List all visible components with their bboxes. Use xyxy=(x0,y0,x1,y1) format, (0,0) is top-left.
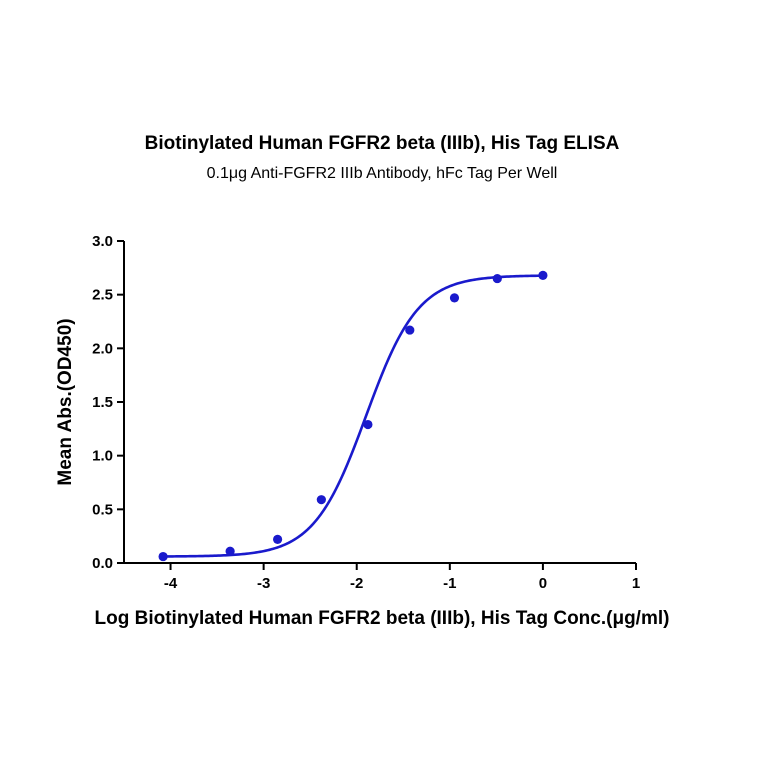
data-point xyxy=(273,534,283,544)
x-tick-label: -1 xyxy=(443,575,456,592)
axes: 0.0 0.5 1.0 1.5 2.0 2.5 3.0 -4 -3 -2 -1 0 1 xyxy=(92,233,640,592)
x-axis-label: Log Biotinylated Human FGFR2 beta (IIIb)… xyxy=(94,608,670,629)
chart-subtitle: 0.1μg Anti-FGFR2 IIIb Antibody, hFc Tag … xyxy=(206,165,558,182)
y-tick-label: 0.0 xyxy=(92,555,113,572)
data-point xyxy=(405,325,415,335)
y-tick-label: 3.0 xyxy=(92,233,113,250)
data-point xyxy=(449,293,460,303)
x-tick-label: 1 xyxy=(632,575,640,592)
chart-title: Biotinylated Human FGFR2 beta (IIIb), Hi… xyxy=(144,133,620,154)
data-point xyxy=(225,546,235,556)
data-point xyxy=(363,419,373,430)
data-points xyxy=(158,270,548,562)
x-tick-label: -3 xyxy=(257,575,270,592)
fit-curve-group xyxy=(163,274,543,558)
data-point xyxy=(492,273,502,284)
data-point xyxy=(316,495,326,505)
y-tick-label: 1.0 xyxy=(92,448,113,465)
data-point xyxy=(538,270,548,280)
y-tick-label: 1.5 xyxy=(92,394,113,411)
data-point xyxy=(158,551,168,562)
x-tick-label: -2 xyxy=(350,575,363,592)
y-tick-label: 2.0 xyxy=(92,340,113,357)
y-tick-label: 0.5 xyxy=(92,501,113,518)
x-tick-label: 0 xyxy=(539,575,547,592)
x-tick-label: -4 xyxy=(164,575,178,592)
fit-curve xyxy=(163,274,543,558)
y-tick-label: 2.5 xyxy=(92,287,113,304)
